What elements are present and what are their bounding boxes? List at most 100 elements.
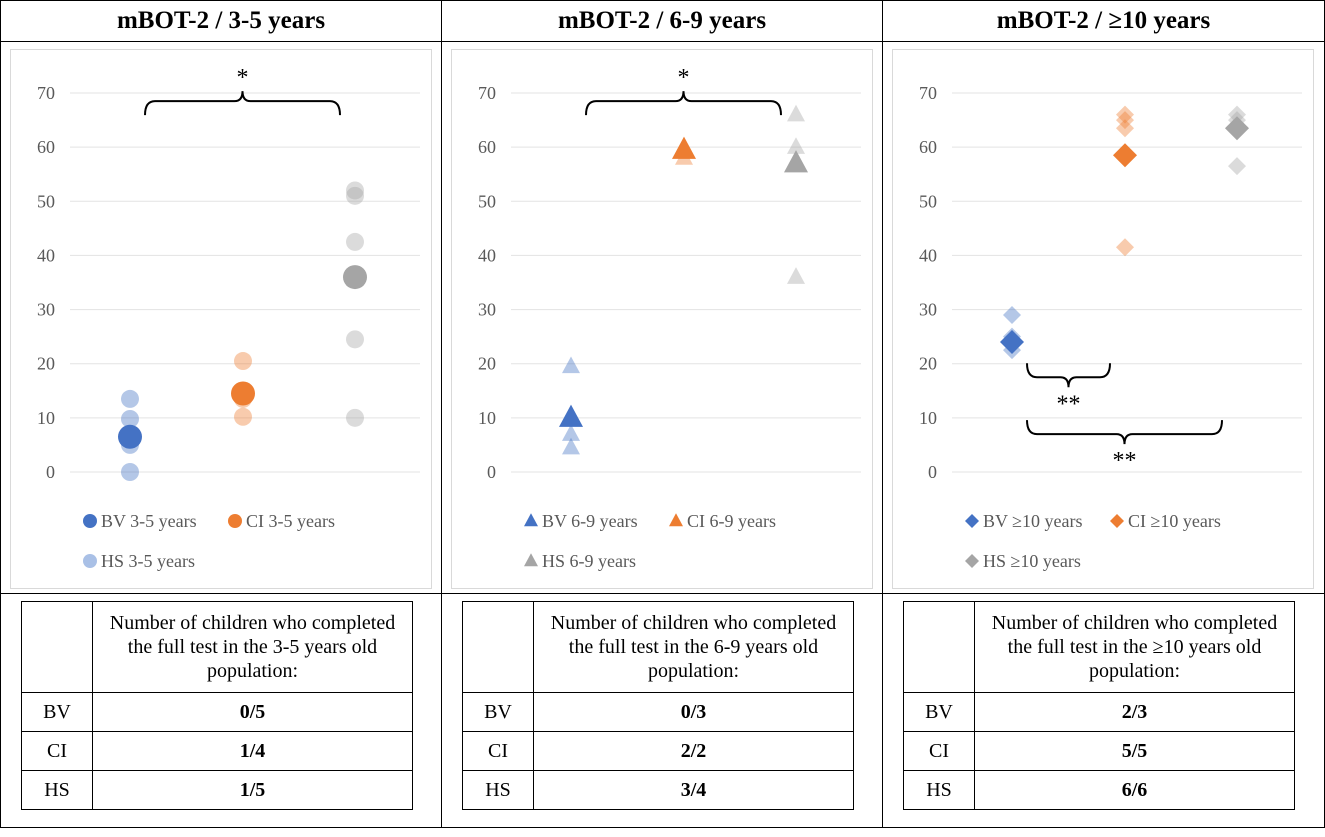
point xyxy=(1116,105,1134,124)
y-tick-label: 30 xyxy=(37,300,55,320)
mean-point xyxy=(1225,116,1249,141)
panel: mBOT-2 / 6-9 years 0 10 20 30 40 50 60 70 BV 6-9 … xyxy=(441,0,883,828)
y-tick-label: 40 xyxy=(37,245,55,265)
group-label: CI xyxy=(903,731,975,771)
y-tick-label: 70 xyxy=(478,83,496,103)
mean-point xyxy=(343,265,367,290)
table-header-row: Number of children who completed the ful… xyxy=(903,601,1295,693)
legend-marker xyxy=(228,514,242,528)
y-tick-label: 10 xyxy=(919,408,937,428)
table-row: CI 5/5 xyxy=(903,731,1295,771)
group-label: BV xyxy=(462,692,534,732)
significance-label: ** xyxy=(1113,448,1137,474)
y-tick-label: 20 xyxy=(37,354,55,374)
significance-label: * xyxy=(237,65,249,91)
legend-marker xyxy=(83,554,97,568)
completion-value: 2/3 xyxy=(974,692,1295,732)
significance-label: * xyxy=(678,65,690,91)
y-tick-label: 70 xyxy=(919,83,937,103)
point xyxy=(562,437,580,455)
legend-label: HS 6-9 years xyxy=(542,551,636,571)
panel: mBOT-2 / 3-5 years 0 10 20 30 40 50 60 70 BV 3-5 … xyxy=(0,0,442,828)
completion-value: 1/4 xyxy=(92,731,413,771)
y-tick-label: 40 xyxy=(919,245,937,265)
group-label: HS xyxy=(21,770,93,810)
point xyxy=(1116,111,1134,130)
chart: 0 10 20 30 40 50 60 70 BV 6-9 years CI 6-9 years H… xyxy=(451,49,873,589)
legend-marker xyxy=(965,514,979,528)
legend-label: HS 3-5 years xyxy=(101,551,195,571)
chart: 0 10 20 30 40 50 60 70 BV ≥10 years CI ≥10 years H… xyxy=(892,49,1314,589)
point xyxy=(1116,238,1134,257)
significance-brace xyxy=(1026,420,1223,445)
point xyxy=(121,463,139,481)
group-label: BV xyxy=(21,692,93,732)
chart: 0 10 20 30 40 50 60 70 BV 3-5 years CI 3-5 years H… xyxy=(10,49,432,589)
y-tick-label: 20 xyxy=(478,354,496,374)
point xyxy=(787,104,805,122)
completion-value: 5/5 xyxy=(974,731,1295,771)
group-label: HS xyxy=(903,770,975,810)
completion-table: Number of children who completed the ful… xyxy=(462,601,854,810)
mean-point xyxy=(559,404,583,427)
chart-frame xyxy=(451,49,873,589)
point xyxy=(562,356,580,374)
panel-title: mBOT-2 / 6-9 years xyxy=(442,1,882,42)
divider xyxy=(883,593,1324,594)
y-tick-label: 50 xyxy=(37,191,55,211)
chart-frame xyxy=(892,49,1314,589)
point xyxy=(346,232,364,251)
completion-table: Number of children who completed the ful… xyxy=(903,601,1295,810)
group-label: HS xyxy=(462,770,534,810)
y-tick-label: 60 xyxy=(37,137,55,157)
y-tick-label: 0 xyxy=(487,462,496,482)
legend-marker xyxy=(965,554,979,568)
mean-point xyxy=(118,424,142,449)
panel: mBOT-2 / ≥10 years 0 10 20 30 40 50 60 70 BV ≥10 … xyxy=(882,0,1325,828)
legend-marker xyxy=(669,513,683,527)
legend-label: BV ≥10 years xyxy=(983,511,1083,531)
y-tick-label: 50 xyxy=(919,191,937,211)
completion-value: 6/6 xyxy=(974,770,1295,810)
group-label: CI xyxy=(462,731,534,771)
significance-label: ** xyxy=(1057,391,1081,417)
y-tick-label: 40 xyxy=(478,245,496,265)
table-header-row: Number of children who completed the ful… xyxy=(21,601,413,693)
group-label: BV xyxy=(903,692,975,732)
y-tick-label: 10 xyxy=(37,408,55,428)
point xyxy=(346,330,364,349)
group-label: CI xyxy=(21,731,93,771)
completion-value: 3/4 xyxy=(533,770,854,810)
completion-value: 2/2 xyxy=(533,731,854,771)
significance-brace xyxy=(1026,363,1111,388)
mean-point xyxy=(231,381,255,406)
y-tick-label: 10 xyxy=(478,408,496,428)
mean-point xyxy=(1000,330,1024,355)
divider xyxy=(442,593,882,594)
point xyxy=(346,186,364,205)
legend-marker xyxy=(524,513,538,527)
mean-point xyxy=(1113,143,1137,168)
table-row: BV 2/3 xyxy=(903,692,1295,732)
panel-title: mBOT-2 / ≥10 years xyxy=(883,1,1324,42)
point xyxy=(1003,305,1021,324)
table-row: CI 1/4 xyxy=(21,731,413,771)
y-tick-label: 0 xyxy=(46,462,55,482)
completion-table: Number of children who completed the ful… xyxy=(21,601,413,810)
point xyxy=(787,267,805,284)
empty-cell xyxy=(21,601,93,693)
completion-value: 0/3 xyxy=(533,692,854,732)
chart-frame xyxy=(10,49,432,589)
table-row: BV 0/5 xyxy=(21,692,413,732)
empty-cell xyxy=(462,601,534,693)
point xyxy=(1228,157,1246,176)
point xyxy=(346,181,364,200)
table-row: BV 0/3 xyxy=(462,692,854,732)
point xyxy=(1228,105,1246,124)
point xyxy=(346,408,364,427)
legend-marker xyxy=(524,553,538,567)
mean-point xyxy=(672,136,696,159)
table-row: HS 3/4 xyxy=(462,770,854,810)
y-tick-label: 60 xyxy=(478,137,496,157)
